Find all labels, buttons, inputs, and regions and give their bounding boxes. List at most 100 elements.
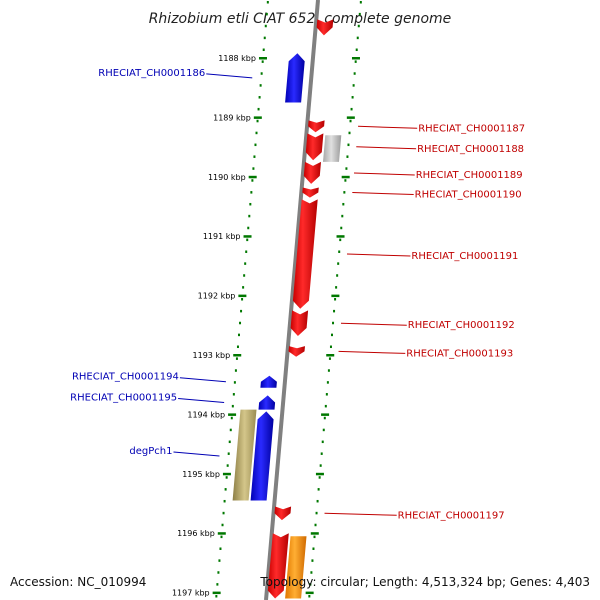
major-tick-left — [253, 116, 262, 119]
gene-RHECIAT_CH0001188[interactable] — [305, 133, 324, 161]
track-dot-right — [350, 107, 353, 111]
tick-label: 1195 kbp — [182, 470, 220, 479]
major-tick-left — [248, 175, 257, 179]
track-dot-right — [347, 143, 350, 147]
gene-RHECIAT_CH0001195[interactable] — [258, 395, 276, 410]
track-dot-right — [315, 511, 318, 515]
gene-RHECIAT_CH0001194[interactable] — [260, 375, 277, 388]
gene-label[interactable]: RHECIAT_CH0001186 — [98, 68, 205, 79]
leader-line — [178, 398, 225, 404]
major-tick-left — [238, 294, 247, 298]
gene-label[interactable]: RHECIAT_CH0001194 — [72, 372, 179, 383]
track-dot-left — [264, 24, 267, 28]
track-dot-left — [245, 250, 248, 253]
track-dot-left — [218, 559, 221, 562]
track-dot-left — [262, 48, 265, 52]
tick-label: 1193 kbp — [193, 351, 231, 360]
gene-gene_b[interactable] — [285, 536, 307, 599]
tick-layer: 1188 kbp 1189 kbp 1190 kbp 1191 kbp 1192 kbp… — [172, 1, 362, 598]
track-dot-left — [248, 214, 251, 218]
track-dot-left — [252, 167, 255, 170]
major-tick-right — [305, 591, 314, 595]
gene-pseudo[interactable] — [323, 135, 342, 162]
track-dot-right — [330, 333, 333, 337]
gene-RHECIAT_CH0001190[interactable] — [302, 187, 319, 198]
gene-label[interactable]: RHECIAT_CH0001192 — [408, 320, 515, 331]
track-dot-right — [319, 464, 322, 467]
track-dot-right — [312, 547, 315, 550]
major-tick-left — [228, 413, 237, 416]
track-dot-left — [244, 262, 247, 265]
track-dot-right — [313, 535, 316, 539]
major-tick-left — [233, 354, 242, 357]
gene-forward[interactable] — [316, 19, 334, 36]
gene-gene_a[interactable] — [232, 409, 257, 501]
track-dot-left — [220, 535, 223, 539]
gene-RHECIAT_CH0001191[interactable] — [292, 199, 318, 309]
leader-line — [358, 125, 418, 129]
track-dot-right — [355, 48, 358, 52]
gene-label[interactable]: RHECIAT_CH0001188 — [417, 144, 524, 155]
track-dot-left — [217, 571, 220, 574]
leader-line — [173, 451, 220, 457]
gene-degPch1[interactable] — [250, 411, 274, 501]
track-dot-right — [349, 119, 352, 123]
track-dot-left — [255, 131, 258, 135]
gene-label[interactable]: RHECIAT_CH0001195 — [70, 393, 177, 404]
track-dot-left — [240, 309, 243, 313]
major-tick-right — [341, 175, 350, 179]
track-dot-left — [224, 488, 227, 491]
track-dot-left — [246, 238, 249, 242]
track-dot-right — [322, 428, 325, 432]
major-tick-right — [321, 413, 330, 416]
gene-label[interactable]: degPch1 — [129, 446, 172, 457]
tick-label: 1192 kbp — [198, 292, 236, 301]
track-dot-right — [316, 499, 319, 503]
gene-label[interactable]: RHECIAT_CH0001189 — [416, 170, 523, 181]
major-tick-right — [346, 116, 355, 119]
track-dot-left — [216, 583, 219, 586]
gene-layer — [232, 19, 342, 599]
track-dot-left — [258, 96, 261, 99]
track-dot-left — [261, 60, 264, 63]
leader-line — [338, 350, 406, 354]
accession-label: Accession: NC_010994 — [10, 575, 146, 589]
track-dot-left — [231, 404, 234, 408]
genome-backbone — [264, 0, 320, 600]
genome-stats-label: Topology: circular; Length: 4,513,324 bp… — [259, 575, 590, 589]
track-dot-left — [259, 84, 262, 87]
gene-RHECIAT_CH0001193[interactable] — [288, 346, 306, 357]
major-tick-left — [212, 591, 221, 595]
track-dot-left — [254, 143, 257, 147]
gene-RHECIAT_CH0001187[interactable] — [308, 120, 325, 133]
track-dot-right — [326, 381, 329, 384]
gene-label[interactable]: RHECIAT_CH0001193 — [406, 348, 513, 359]
gene-RHECIAT_CH0001186[interactable] — [285, 53, 305, 103]
track-dot-left — [219, 547, 222, 550]
major-tick-left — [258, 57, 267, 60]
major-tick-right — [326, 354, 335, 357]
gene-forward[interactable] — [267, 533, 289, 599]
leader-line — [353, 172, 415, 176]
track-dot-right — [327, 369, 330, 372]
major-tick-right — [315, 472, 324, 476]
gene-label[interactable]: RHECIAT_CH0001190 — [415, 190, 522, 201]
track-dot-left — [223, 499, 226, 503]
track-dot-right — [324, 404, 327, 408]
track-dot-right — [318, 476, 321, 479]
gene-RHECIAT_CH0001197[interactable] — [274, 506, 292, 521]
tick-label: 1189 kbp — [213, 113, 251, 122]
gene-label[interactable]: RHECIAT_CH0001197 — [398, 510, 505, 521]
leader-line — [324, 512, 397, 516]
track-dot-right — [357, 24, 360, 28]
gene-label[interactable]: RHECIAT_CH0001187 — [418, 123, 525, 134]
track-dot-right — [332, 321, 335, 325]
gene-RHECIAT_CH0001189[interactable] — [303, 161, 321, 184]
major-tick-right — [351, 57, 360, 60]
track-dot-left — [226, 464, 229, 467]
track-dot-left — [232, 393, 235, 396]
leader-line — [356, 146, 417, 150]
gene-RHECIAT_CH0001192[interactable] — [290, 310, 309, 336]
gene-label[interactable]: RHECIAT_CH0001191 — [411, 251, 518, 262]
track-dot-left — [235, 357, 238, 360]
